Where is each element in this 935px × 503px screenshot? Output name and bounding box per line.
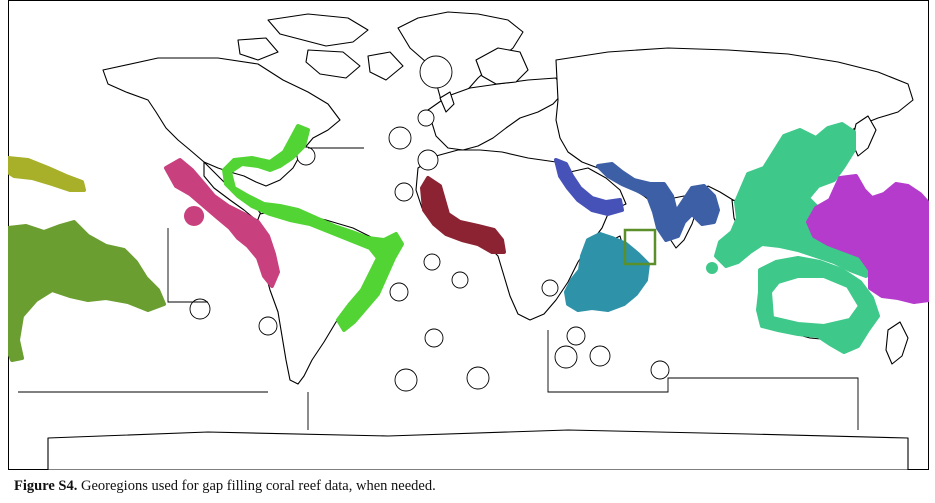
region-red-sea xyxy=(554,158,624,216)
region-eastern-tropical-pacific xyxy=(164,158,280,288)
region-west-pacific xyxy=(806,174,929,304)
region-australia xyxy=(756,256,880,354)
world-map xyxy=(8,0,929,470)
region-central-pacific xyxy=(8,220,166,362)
georegions xyxy=(8,122,929,362)
region-arabian-sea xyxy=(596,162,720,242)
region-hawaii xyxy=(8,156,86,192)
region-west-africa xyxy=(420,176,506,254)
region-australia-islet xyxy=(706,262,718,274)
region-east-africa xyxy=(564,232,650,312)
figure-caption: Figure S4. Georegions used for gap filli… xyxy=(14,478,914,495)
boundary-lines xyxy=(18,147,859,430)
figure-caption-text: Georegions used for gap filling coral re… xyxy=(77,478,436,494)
figure-label: Figure S4. xyxy=(14,478,78,494)
highlight-box xyxy=(623,228,657,266)
island-markers xyxy=(189,55,670,392)
region-caribbean xyxy=(222,124,404,332)
land-outlines xyxy=(47,11,914,470)
